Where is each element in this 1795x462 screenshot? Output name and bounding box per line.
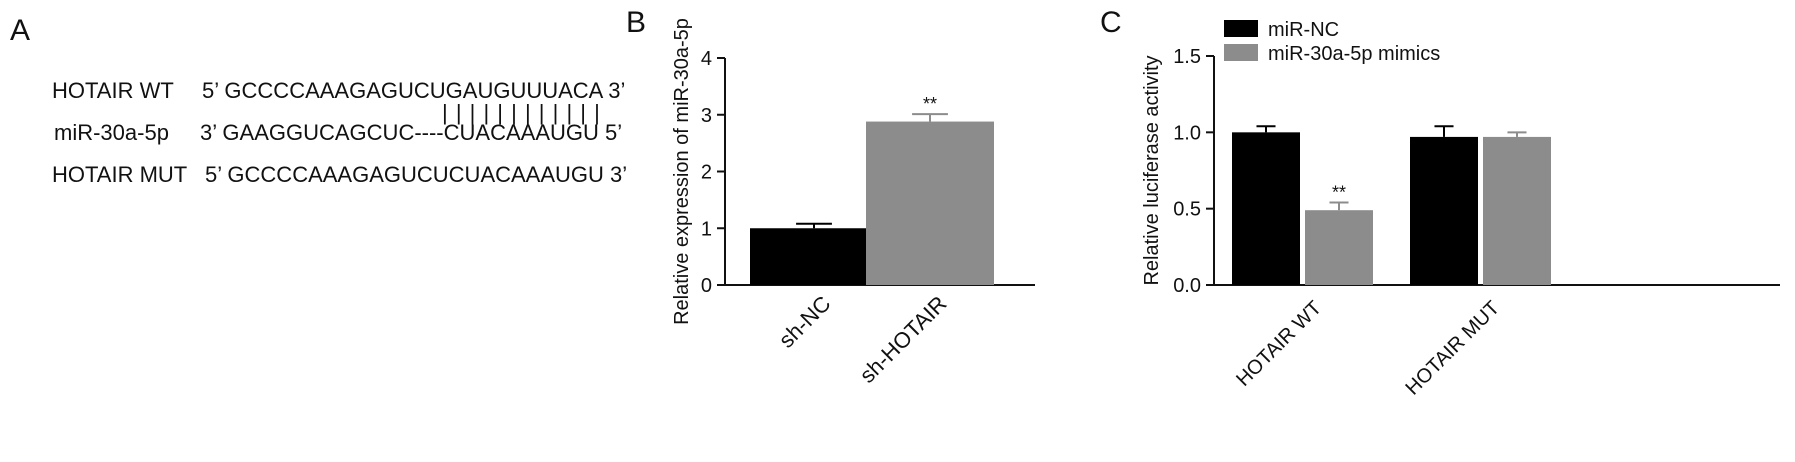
y-tick-label: 0.5 — [1173, 199, 1201, 221]
pairing-marks-text: | | | | | | | | | | | | — [442, 100, 601, 125]
chart-c: 0.0 0.5 1.0 1.5 ** HOTAIR WT HOTAIR MUT miR-NCm… — [1141, 19, 1780, 399]
legend-label: miR-30a-5p mimics — [1268, 43, 1440, 65]
sequence-text: 5’ GCCCCAAAGAGUCUCUACAAAUGU 3’ — [205, 162, 628, 187]
y-tick-label: 1 — [701, 218, 712, 240]
bar — [866, 121, 994, 285]
x-tick-label: HOTAIR MUT — [1402, 297, 1504, 399]
significance-label: ** — [1332, 183, 1346, 203]
y-tick-label: 4 — [701, 48, 712, 70]
x-tick-label: HOTAIR WT — [1232, 297, 1326, 391]
significance-label: ** — [923, 94, 937, 114]
sequence-row-mir-30a-5p: miR-30a-5p 3’ GAAGGUCAGCUC----CUACAAAUGU… — [52, 120, 632, 150]
bar — [1232, 132, 1300, 285]
sequence-row-hotair-wt: HOTAIR WT 5’ GCCCCAAAGAGUCUGAUGUUUACA 3’ — [52, 78, 632, 108]
sequence-text: 5’ GCCCCAAAGAGUCUGAUGUUUACA 3’ — [202, 78, 626, 103]
x-tick-label: sh-NC — [774, 291, 836, 353]
pairing-marks: | | | | | | | | | | | | — [442, 100, 601, 125]
y-axis-title: Relative luciferase activity — [1141, 55, 1163, 285]
legend-swatch — [1224, 20, 1258, 37]
y-tick-label: 1.0 — [1173, 122, 1201, 144]
sequence-text: 3’ GAAGGUCAGCUC----CUACAAAUGU 5’ — [200, 120, 623, 145]
sequence-name: HOTAIR WT — [52, 78, 174, 103]
panel-b-letter: B — [626, 6, 647, 39]
bar — [750, 228, 878, 285]
sequence-row-hotair-mut: HOTAIR MUT 5’ GCCCCAAAGAGUCUCUACAAAUGU 3… — [52, 162, 632, 192]
legend-label: miR-NC — [1268, 19, 1339, 41]
y-tick-label: 0.0 — [1173, 275, 1201, 297]
bar — [1305, 210, 1373, 285]
y-tick-label: 0 — [701, 275, 712, 297]
bar — [1483, 136, 1551, 285]
panel-a-letter: A — [10, 14, 31, 47]
legend-swatch — [1224, 44, 1258, 61]
bar — [1410, 136, 1478, 285]
sequence-name: miR-30a-5p — [54, 120, 169, 145]
sequence-name: HOTAIR MUT — [52, 162, 188, 187]
panel-c-letter: C — [1100, 6, 1122, 39]
chart-b: 0 1 2 3 4 sh-NC ** sh-HOTAIR Relative expression… — [671, 18, 1035, 388]
x-tick-label: sh-HOTAIR — [855, 291, 952, 388]
y-tick-label: 2 — [701, 162, 712, 184]
y-axis-title: Relative expression of miR-30a-5p — [671, 18, 693, 325]
y-tick-label: 3 — [701, 105, 712, 127]
y-tick-label: 1.5 — [1173, 46, 1201, 68]
